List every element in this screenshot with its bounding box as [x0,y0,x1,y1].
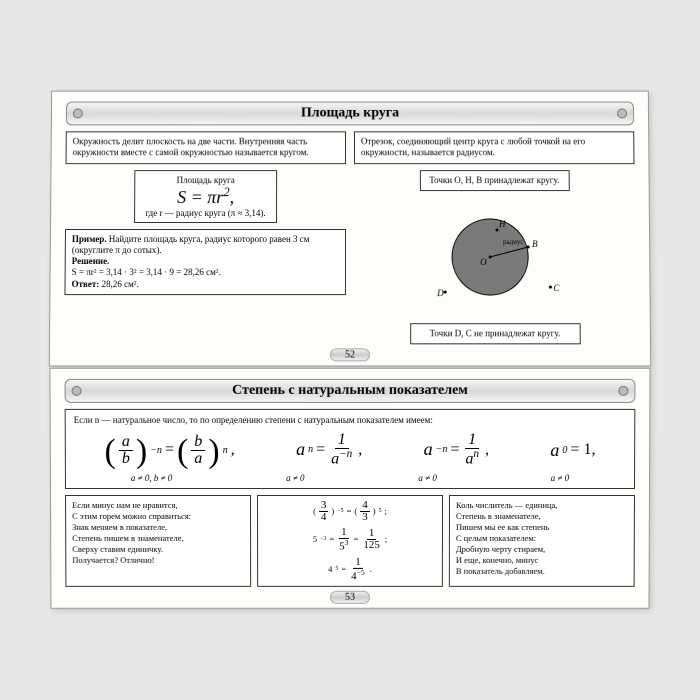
definition-circle: Окружность делит плоскость на две части.… [66,132,346,164]
condition-2: a ≠ 0 [286,473,304,483]
def2-text: Отрезок, соединяющий центр круга с любой… [361,137,585,158]
area-formula-box: Площадь круга S = πr2, где r — радиус кр… [134,170,276,223]
page-number-53: 53 [330,591,370,604]
p2l3: С целым показателем: [456,533,536,543]
formula-note: где r — радиус круга (π ≈ 3,14). [145,208,265,218]
svg-text:H: H [497,219,505,229]
p2l0: Коль числитель — единица, [456,500,557,510]
points-notbelong-box: Точки D, C не принадлежат кругу. [410,323,581,344]
poem-left: Если минус нам не нравится, С этим горем… [65,495,251,587]
definition-radius: Отрезок, соединяющий центр круга с любой… [354,132,634,164]
circle-diagram: O H B D C радиус [424,197,565,317]
belong-text: Точки O, H, B принадлежат кругу. [429,175,559,185]
p1l4: Сверху ставим единичку. [72,544,163,554]
p1l1: С этим горем можно справиться: [72,511,191,521]
example-title: Пример. [72,234,107,244]
formula-label: Площадь круга [146,175,266,185]
p2l5: И еще, конечно, минус [456,556,538,566]
poem-right: Коль числитель — единица, Степень в знам… [449,495,635,587]
answer-label: Ответ: [72,279,100,289]
condition-3: a ≠ 0 [418,473,436,483]
page-title-2: Степень с натуральным показателем [65,379,636,403]
example-text: Найдите площадь круга, радиус которого р… [72,234,310,255]
p1l5: Получается? Отлично! [72,556,154,566]
formula-main: S = πr2, [145,185,265,208]
p2l1: Степень в знаменателе, [456,511,541,521]
svg-text:D: D [436,288,444,298]
formula-4: a0 = 1, [550,440,595,461]
notbelong-text: Точки D, C не принадлежат кругу. [430,328,561,338]
points-belong-box: Точки O, H, B принадлежат кругу. [419,170,569,191]
p2l6: В показатель добавляем. [456,567,545,577]
example-box: Пример. Найдите площадь круга, радиус ко… [64,229,346,295]
page-53: Степень с натуральным показателем Если n… [49,368,650,609]
p1l3: Степень пишем в знаменателе, [72,533,183,543]
condition-1: a ≠ 0, b ≠ 0 [131,473,172,483]
formulas-row: ( ab )−n = ( ba )n, an = 1a−n, a−n = [74,431,626,469]
page-52: Площадь круга Окружность делит плоскость… [49,91,651,367]
svg-text:O: O [480,257,487,267]
formula-2: an = 1a−n, [296,433,362,468]
p1l2: Знак меняем в показателе, [72,522,167,532]
solution-label: Решение. [72,256,110,266]
p2l2: Пишем мы ее как степень [456,522,549,532]
answer-val: 28,26 см². [102,279,139,289]
formula-1: ( ab )−n = ( ba )n, [104,431,234,469]
page-number-52: 52 [330,349,370,362]
p2l4: Дробную черту стираем, [456,544,545,554]
page-title-1: Площадь круга [66,102,634,126]
formula-3: a−n = 1an, [424,433,489,468]
svg-text:B: B [532,239,538,249]
svg-text:C: C [553,283,560,293]
condition-4: a ≠ 0 [551,473,569,483]
book-spread: Площадь круга Окружность делит плоскость… [50,90,650,609]
def1-text: Окружность делит плоскость на две части.… [73,137,309,158]
p1l0: Если минус нам не нравится, [72,500,178,510]
intro-text: Если n — натуральное число, то по опреде… [74,415,627,425]
examples-middle: (34)−5 = (43)5; 5−3 = 153 = 1125; 45 = 1… [257,495,443,587]
solution-math: S = πr² = 3,14 · 3² = 3,14 · 9 = 28,26 с… [72,268,221,278]
svg-text:радиус: радиус [503,238,524,246]
exponent-definition-box: Если n — натуральное число, то по опреде… [65,409,636,489]
